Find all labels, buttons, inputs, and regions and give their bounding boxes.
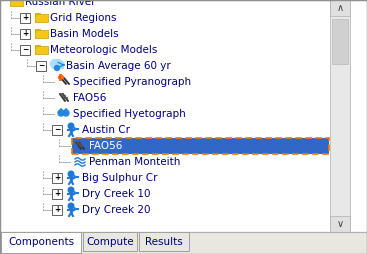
Bar bbox=[35, 29, 40, 32]
Text: Specified Hyetograph: Specified Hyetograph bbox=[73, 109, 186, 119]
Bar bbox=[35, 14, 48, 22]
Text: Russian River: Russian River bbox=[25, 0, 95, 7]
Circle shape bbox=[58, 110, 64, 116]
Text: Austin Cr: Austin Cr bbox=[82, 125, 130, 135]
Circle shape bbox=[55, 59, 62, 67]
Bar bbox=[35, 45, 40, 48]
Text: ∨: ∨ bbox=[337, 219, 344, 229]
Text: Penman Monteith: Penman Monteith bbox=[89, 157, 180, 167]
Circle shape bbox=[63, 110, 69, 116]
Text: +: + bbox=[22, 13, 28, 23]
Bar bbox=[35, 46, 48, 54]
Text: FAO56: FAO56 bbox=[89, 141, 122, 151]
Circle shape bbox=[55, 66, 59, 71]
Bar bbox=[35, 13, 40, 16]
Bar bbox=[52, 189, 62, 199]
Circle shape bbox=[51, 59, 59, 69]
Bar bbox=[330, 216, 350, 232]
Bar bbox=[20, 29, 30, 39]
Text: −: − bbox=[22, 45, 28, 55]
Text: Components: Components bbox=[8, 237, 74, 247]
Bar bbox=[330, 0, 350, 232]
Bar bbox=[20, 45, 30, 55]
Bar bbox=[139, 232, 189, 251]
Polygon shape bbox=[59, 108, 62, 111]
Text: ∧: ∧ bbox=[337, 3, 344, 13]
Text: FAO56: FAO56 bbox=[73, 93, 106, 103]
Text: Big Sulphur Cr: Big Sulphur Cr bbox=[82, 173, 157, 183]
Text: Meteorologic Models: Meteorologic Models bbox=[50, 45, 157, 55]
Bar bbox=[36, 61, 46, 71]
Bar bbox=[52, 205, 62, 215]
Text: Dry Creek 20: Dry Creek 20 bbox=[82, 205, 150, 215]
Text: +: + bbox=[22, 29, 28, 39]
Circle shape bbox=[68, 171, 74, 177]
Bar bbox=[52, 125, 62, 135]
Text: Basin Models: Basin Models bbox=[50, 29, 119, 39]
Bar bbox=[53, 63, 63, 68]
Text: −: − bbox=[54, 125, 60, 135]
Text: +: + bbox=[54, 189, 60, 198]
Circle shape bbox=[68, 123, 74, 129]
Text: +: + bbox=[54, 205, 60, 214]
Bar bbox=[330, 0, 350, 16]
Text: Specified Pyranograph: Specified Pyranograph bbox=[73, 77, 191, 87]
Bar bbox=[332, 19, 348, 64]
Circle shape bbox=[58, 61, 64, 67]
Circle shape bbox=[68, 187, 74, 193]
Polygon shape bbox=[65, 108, 68, 111]
Bar bbox=[20, 13, 30, 23]
Text: Basin Average 60 yr: Basin Average 60 yr bbox=[66, 61, 171, 71]
Text: Compute: Compute bbox=[86, 237, 134, 247]
Text: Dry Creek 10: Dry Creek 10 bbox=[82, 189, 150, 199]
Text: Results: Results bbox=[145, 237, 183, 247]
Text: Grid Regions: Grid Regions bbox=[50, 13, 116, 23]
Bar bbox=[72, 138, 329, 154]
Text: +: + bbox=[54, 173, 60, 183]
Bar bbox=[1, 232, 81, 253]
Bar bbox=[0, 232, 367, 254]
Bar bbox=[83, 232, 137, 251]
Bar bbox=[72, 138, 329, 154]
Bar bbox=[10, 0, 23, 6]
Bar bbox=[52, 173, 62, 183]
Text: −: − bbox=[38, 61, 44, 71]
Bar bbox=[35, 30, 48, 38]
Circle shape bbox=[68, 203, 74, 209]
